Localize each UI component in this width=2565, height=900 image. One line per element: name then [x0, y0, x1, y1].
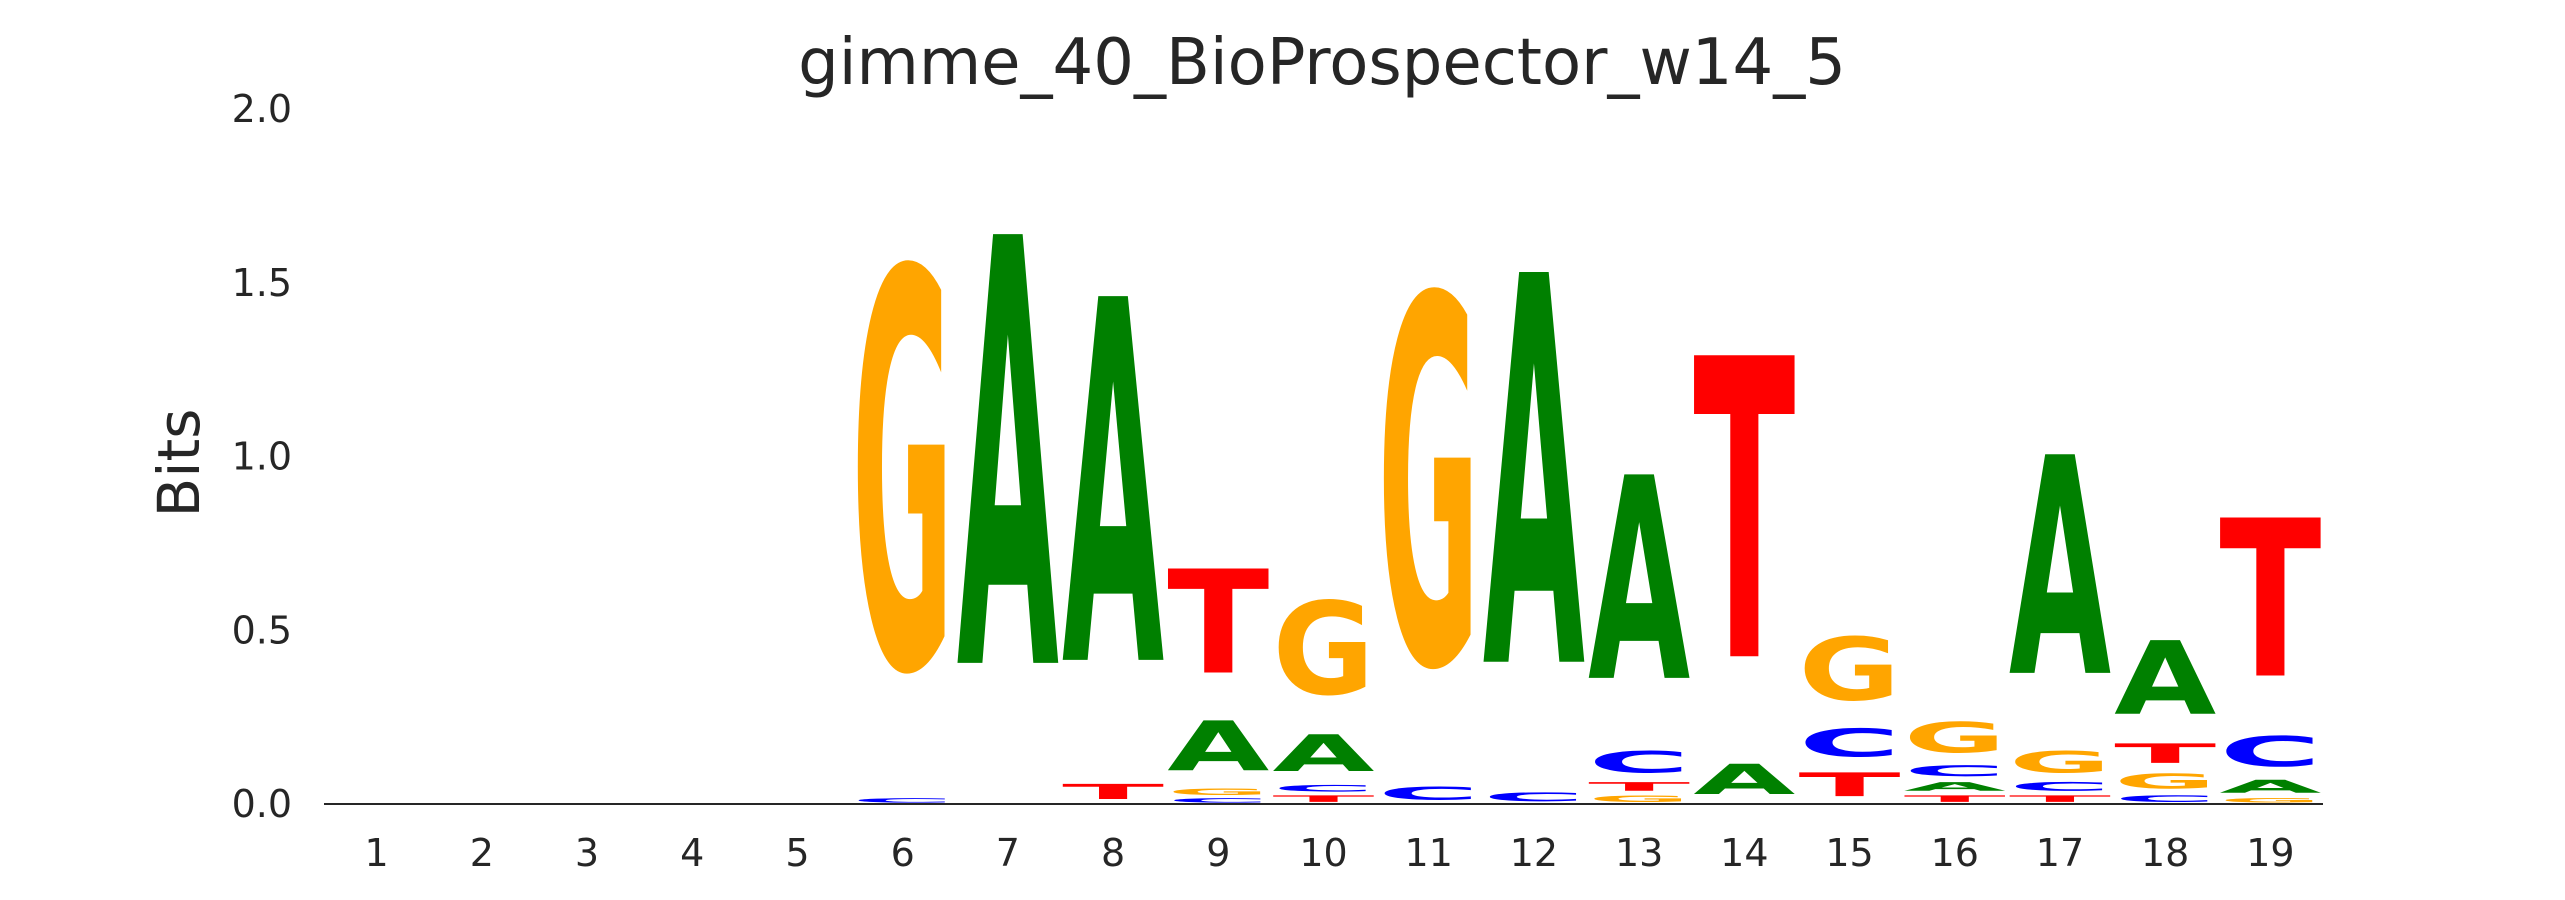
- logo-letter-g: G: [1378, 194, 1480, 782]
- x-tick-label: 18: [2141, 831, 2189, 875]
- logo-letter-a: A: [1483, 166, 1586, 788]
- logo-letter-a: A: [1272, 724, 1374, 783]
- logo-letter-c: C: [1588, 745, 1690, 780]
- logo-letter-t: T: [2219, 474, 2321, 727]
- logo-letter-t: T: [1062, 780, 1164, 804]
- logo-letter-a: A: [1904, 780, 2006, 794]
- x-axis-ticks: 1 2 3 4 5 6 7 8 9 10 11 12 13 14 15 16 17 18 19: [365, 831, 2295, 875]
- y-tick-label: 0.0: [232, 782, 292, 826]
- x-tick-label: 11: [1405, 831, 1453, 875]
- logo-letter-t: T: [1167, 541, 1269, 707]
- logo-letter-t: T: [1799, 766, 1901, 804]
- logo-letter-t: T: [1693, 275, 1796, 755]
- logo-letter-c: C: [1799, 721, 1901, 766]
- x-tick-label: 5: [785, 831, 809, 875]
- logo-letter-g: G: [2114, 769, 2216, 793]
- logo-letter-g: G: [1799, 621, 1901, 721]
- x-tick-label: 8: [1101, 831, 1125, 875]
- y-axis-label: Bits: [145, 409, 213, 518]
- logo-letter-g: G: [1588, 794, 1690, 804]
- logo-letter-stacks: CG A TACGATTCAGCGCAGTCAATTCGTACGTCGACGTAGA…: [852, 116, 2322, 804]
- x-tick-label: 19: [2246, 831, 2294, 875]
- x-tick-label: 9: [1206, 831, 1230, 875]
- x-tick-label: 10: [1299, 831, 1347, 875]
- x-tick-label: 1: [365, 831, 389, 875]
- logo-letter-c: C: [2219, 728, 2321, 776]
- y-tick-label: 0.5: [232, 608, 292, 652]
- logo-letter-a: A: [2114, 620, 2216, 738]
- logo-letter-a: A: [1167, 707, 1269, 786]
- y-tick-label: 2.0: [232, 87, 292, 131]
- logo-letter-a: A: [1693, 756, 1796, 804]
- x-tick-label: 12: [1510, 831, 1558, 875]
- logo-letter-g: G: [1167, 787, 1269, 797]
- logo-letter-t: T: [1904, 794, 2006, 804]
- logo-letter-t: T: [1272, 794, 1374, 804]
- logo-letter-g: G: [2009, 745, 2111, 780]
- logo-letter-a: A: [1062, 198, 1165, 779]
- logo-letter-c: C: [1272, 783, 1374, 793]
- logo-letter-a: A: [1588, 420, 1690, 745]
- logo-letter-c: C: [852, 797, 954, 804]
- logo-letter-c: C: [1904, 762, 2006, 779]
- logo-letter-g: G: [852, 160, 954, 796]
- x-tick-label: 3: [575, 831, 599, 875]
- logo-letter-c: C: [2114, 794, 2216, 804]
- logo-letter-c: C: [2009, 780, 2111, 794]
- logo-letter-t: T: [1588, 780, 1690, 794]
- x-tick-label: 15: [1825, 831, 1873, 875]
- logo-letter-a: A: [2009, 395, 2111, 745]
- chart-title: gimme_40_BioProspector_w14_5: [798, 26, 1846, 100]
- logo-letter-t: T: [2009, 794, 2111, 804]
- logo-letter-a: A: [2219, 776, 2321, 797]
- x-tick-label: 17: [2036, 831, 2084, 875]
- x-tick-label: 4: [680, 831, 704, 875]
- x-tick-label: 13: [1615, 831, 1663, 875]
- logo-letter-a: A: [957, 116, 1060, 802]
- x-tick-label: 7: [996, 831, 1020, 875]
- logo-letter-c: C: [1167, 797, 1269, 804]
- logo-letter-g: G: [1904, 714, 2006, 762]
- logo-letter-g: G: [2219, 797, 2321, 804]
- x-tick-label: 2: [470, 831, 494, 875]
- y-tick-label: 1.0: [232, 435, 292, 479]
- y-axis-ticks: 0.0 0.5 1.0 1.5 2.0: [232, 87, 292, 826]
- x-tick-label: 14: [1720, 831, 1768, 875]
- x-tick-label: 6: [891, 831, 915, 875]
- logo-letter-c: C: [1483, 790, 1585, 804]
- logo-letter-g: G: [1272, 575, 1374, 724]
- x-tick-label: 16: [1931, 831, 1979, 875]
- logo-letter-t: T: [2114, 738, 2216, 769]
- y-tick-label: 1.5: [232, 261, 292, 305]
- logo-letter-c: C: [1378, 783, 1480, 804]
